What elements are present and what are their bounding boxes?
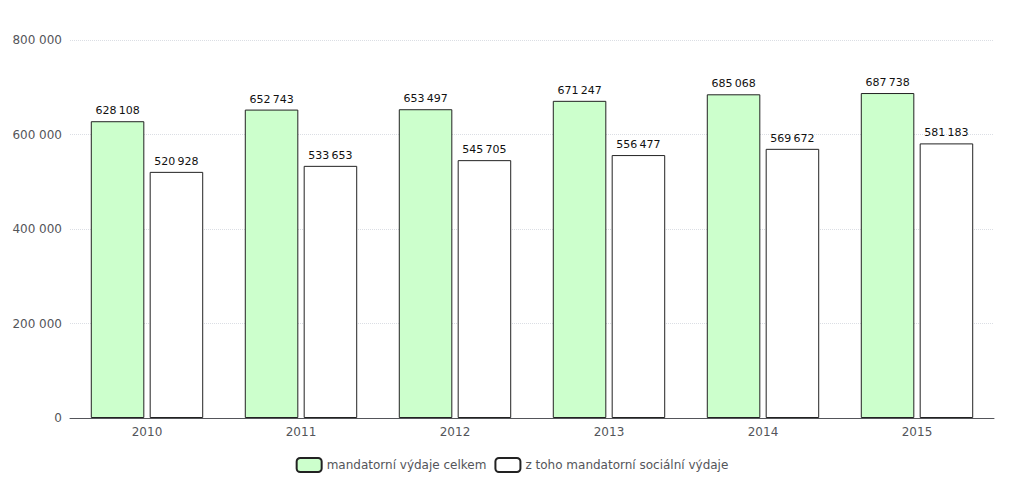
svg-text:685 068: 685 068 bbox=[711, 77, 755, 90]
svg-text:2011: 2011 bbox=[286, 425, 317, 439]
svg-text:2010: 2010 bbox=[132, 425, 163, 439]
svg-text:671 247: 671 247 bbox=[557, 84, 601, 97]
svg-text:581 183: 581 183 bbox=[924, 126, 968, 139]
svg-text:628 108: 628 108 bbox=[95, 104, 139, 117]
svg-text:200 000: 200 000 bbox=[12, 317, 62, 331]
svg-text:556 477: 556 477 bbox=[616, 138, 660, 151]
svg-text:400 000: 400 000 bbox=[12, 222, 62, 236]
svg-text:652 743: 652 743 bbox=[249, 93, 293, 106]
svg-text:800 000: 800 000 bbox=[12, 33, 62, 47]
svg-text:2012: 2012 bbox=[440, 425, 471, 439]
svg-text:687 738: 687 738 bbox=[865, 76, 909, 89]
svg-text:533 653: 533 653 bbox=[308, 149, 352, 162]
svg-text:2014: 2014 bbox=[748, 425, 779, 439]
svg-text:z toho mandatorní sociální výd: z toho mandatorní sociální výdaje bbox=[525, 458, 728, 472]
svg-text:mandatorní výdaje celkem: mandatorní výdaje celkem bbox=[327, 458, 487, 472]
svg-text:545 705: 545 705 bbox=[462, 143, 506, 156]
svg-text:653 497: 653 497 bbox=[403, 92, 447, 105]
svg-text:600 000: 600 000 bbox=[12, 128, 62, 142]
svg-text:2015: 2015 bbox=[902, 425, 933, 439]
svg-text:0: 0 bbox=[54, 411, 62, 425]
svg-text:2013: 2013 bbox=[594, 425, 625, 439]
svg-text:520 928: 520 928 bbox=[154, 155, 198, 168]
svg-text:569 672: 569 672 bbox=[770, 132, 814, 145]
